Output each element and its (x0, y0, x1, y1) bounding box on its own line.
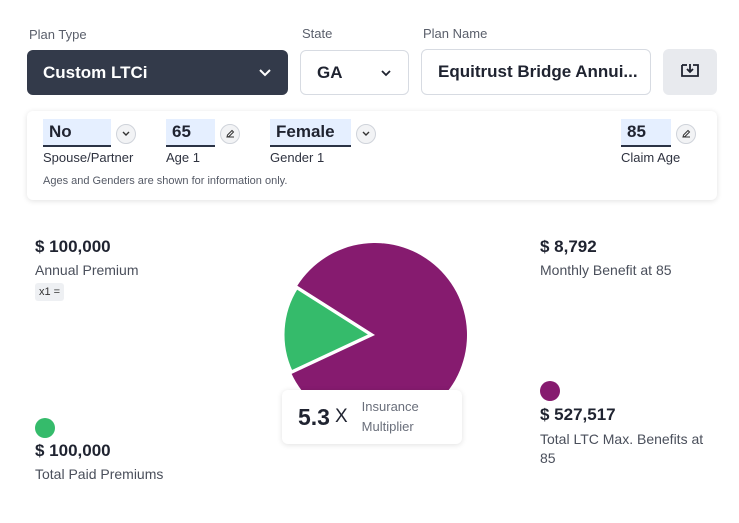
state-value: GA (317, 62, 343, 82)
gender1-label: Gender 1 (270, 150, 325, 165)
annual-premium-amount: $ 100,000 (35, 237, 111, 256)
pie-slice-total-ltc (291, 243, 467, 410)
claim-age-field[interactable]: 85 (621, 119, 671, 147)
gender1-field[interactable]: Female (270, 119, 351, 147)
plan-type-value: Custom LTCi (43, 62, 148, 82)
age1-edit-button[interactable] (220, 124, 240, 144)
paid-premiums-legend-dot (35, 418, 55, 438)
claim-age-value: 85 (627, 122, 646, 141)
multiplier-chip: x1 = (35, 283, 65, 301)
plan-name-value: Equitrust Bridge Annui... (438, 62, 638, 81)
total-paid-amount: $ 100,000 (35, 441, 111, 460)
age1-label: Age 1 (166, 150, 200, 165)
gender1-dropdown-button[interactable] (356, 124, 376, 144)
state-label: State (302, 26, 333, 41)
total-ltc-amount: $ 527,517 (540, 405, 616, 424)
chevron-down-icon (380, 63, 392, 83)
monthly-benefit-amount: $ 8,792 (540, 237, 597, 256)
total-ltc-legend-dot (540, 381, 560, 401)
pencil-icon (225, 129, 235, 140)
pencil-icon (681, 129, 691, 140)
spouse-label: Spouse/Partner (43, 150, 134, 165)
info-note: Ages and Genders are shown for informati… (43, 175, 288, 187)
download-button[interactable] (663, 49, 717, 95)
chevron-down-icon (362, 129, 370, 139)
chevron-down-icon (258, 63, 272, 83)
pie-slice-paid-premiums (281, 285, 375, 374)
benefit-pie-chart (281, 243, 467, 410)
chevron-down-icon (122, 129, 130, 139)
total-paid-label: Total Paid Premiums (35, 466, 164, 482)
total-ltc-label: Total LTC Max. Benefits at 85 (540, 431, 704, 466)
gender1-value: Female (276, 122, 335, 141)
state-select[interactable]: GA (300, 50, 409, 95)
claim-age-label: Claim Age (621, 150, 681, 165)
plan-name-label: Plan Name (423, 26, 488, 41)
plan-type-select[interactable]: Custom LTCi (27, 50, 288, 95)
download-icon (680, 61, 700, 84)
multiplier-value: 5.3 (298, 403, 330, 430)
age1-value: 65 (172, 122, 191, 141)
plan-type-label: Plan Type (29, 27, 87, 42)
multiplier-label: Insurance Multiplier (361, 399, 419, 434)
spouse-dropdown-button[interactable] (116, 124, 136, 144)
monthly-benefit-label: Monthly Benefit at 85 (540, 262, 672, 278)
age1-field[interactable]: 65 (166, 119, 215, 147)
annual-premium-label: Annual Premium (35, 262, 139, 278)
claim-age-edit-button[interactable] (676, 124, 696, 144)
multiplier-box: 5.3 X Insurance Multiplier (282, 390, 462, 444)
plan-name-input[interactable]: Equitrust Bridge Annui... (421, 49, 651, 95)
spouse-field[interactable]: No (43, 119, 111, 147)
multiplier-suffix: X (334, 406, 348, 427)
spouse-value: No (49, 122, 72, 141)
